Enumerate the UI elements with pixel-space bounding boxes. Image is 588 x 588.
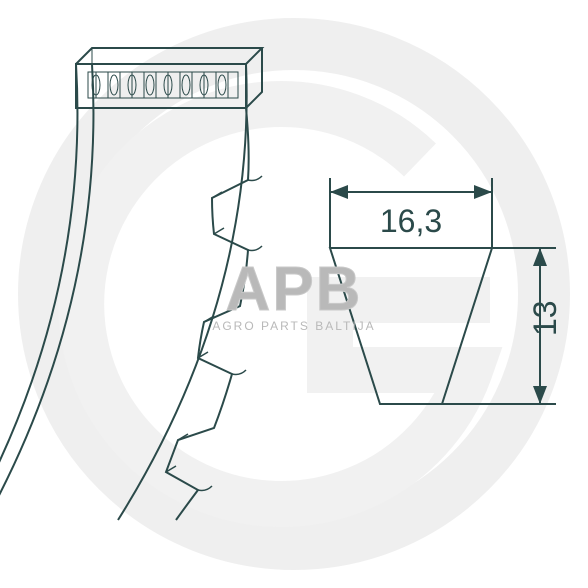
brand-tagline: AGRO PARTS BALTIJA	[212, 319, 375, 333]
diagram-canvas: 16,3 13 APB APB AGRO PARTS BALTIJA	[0, 0, 588, 588]
height-dim-label: 13	[527, 300, 563, 336]
width-dim-label: 16,3	[380, 203, 442, 239]
watermark-brand: APB APB AGRO PARTS BALTIJA	[212, 255, 375, 333]
svg-text:APB: APB	[226, 255, 363, 324]
